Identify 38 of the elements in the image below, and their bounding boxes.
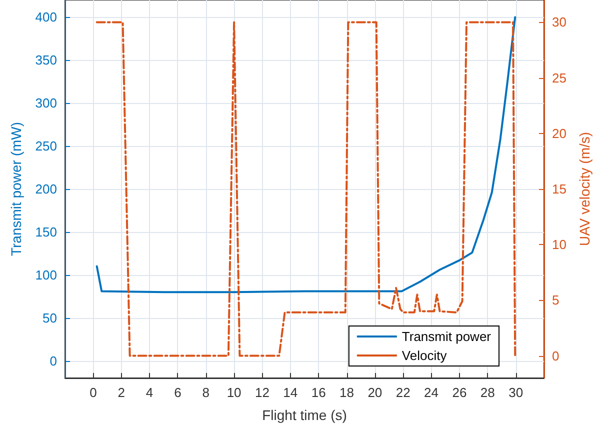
x-tick-label: 4: [146, 385, 154, 400]
x-tick-label: 6: [174, 385, 182, 400]
x-tick-label: 8: [202, 385, 210, 400]
y2-tick-label: 25: [552, 70, 566, 86]
line-series: [96, 16, 516, 294]
y-tick-label: 50: [42, 310, 57, 326]
y-tick-label: 300: [35, 96, 57, 111]
y-tick-label: 350: [35, 52, 57, 68]
y-tick-label: 250: [35, 138, 57, 154]
y-tick-label: 0: [50, 353, 57, 368]
x-tick-label: 14: [283, 385, 298, 400]
y2-tick-label: 10: [552, 237, 566, 252]
y2-tick-label: 5: [552, 292, 560, 308]
y-tick-label: 100: [35, 267, 57, 282]
y2-axis-title: UAV velocity (m/s): [576, 132, 592, 246]
legend-label: Velocity: [402, 348, 448, 363]
x-tick-label: 10: [226, 385, 242, 400]
legend-label: Transmit power: [402, 329, 492, 344]
x-tick-label: 22: [396, 385, 410, 400]
x-tick-label: 20: [368, 385, 382, 400]
y2-tick-label: 20: [552, 126, 566, 141]
x-tick-label: 16: [311, 385, 326, 400]
x-tick-label: 2: [118, 385, 125, 400]
y2-tick-label: 0: [552, 348, 560, 364]
y2-tick-label: 15: [552, 182, 566, 196]
x-tick-label: 0: [90, 385, 97, 400]
x-tick-label: 24: [424, 385, 439, 400]
y-tick-label: 150: [35, 224, 57, 240]
x-tick-label: 30: [508, 385, 524, 400]
y-tick-label: 400: [35, 10, 57, 25]
x-tick-label: 12: [255, 385, 270, 400]
x-tick-label: 28: [480, 385, 495, 400]
x-tick-label: 26: [452, 385, 467, 400]
y-tick-label: 200: [35, 182, 57, 196]
x-tick-label: 18: [340, 385, 354, 400]
y2-tick-label: 30: [552, 14, 566, 30]
x-axis-title: Flight time (s): [262, 407, 347, 423]
y-axis-title: Transmit power (mW): [8, 122, 24, 256]
